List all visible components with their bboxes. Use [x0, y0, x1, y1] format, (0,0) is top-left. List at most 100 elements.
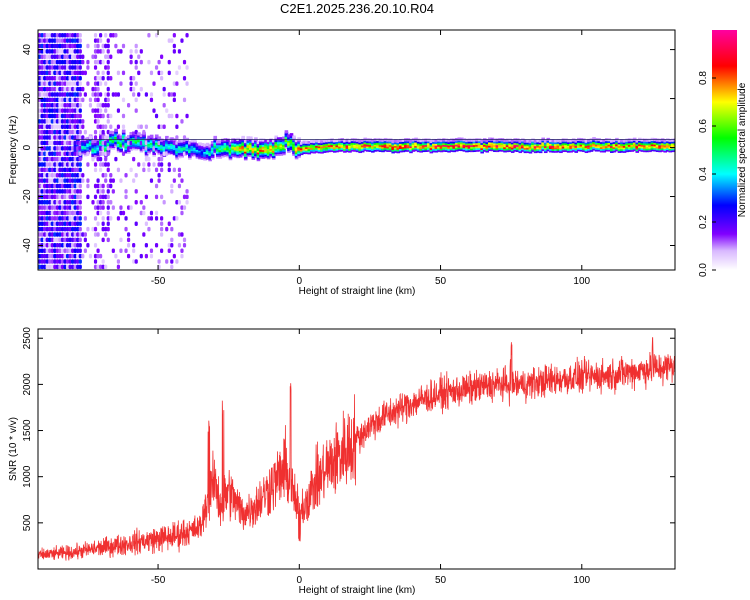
- heatmap-cell: [175, 216, 179, 221]
- heatmap-cell: [58, 135, 62, 140]
- heatmap-cell: [177, 139, 182, 143]
- heatmap-cell: [160, 138, 164, 142]
- heatmap-cell: [50, 32, 54, 38]
- heatmap-cell: [419, 149, 423, 153]
- heatmap-cell: [124, 173, 128, 178]
- heatmap-cell: [116, 135, 121, 140]
- heatmap-cell: [185, 151, 190, 155]
- heatmap-cell: [88, 148, 93, 152]
- heatmap-cell: [48, 86, 52, 92]
- heatmap-cell: [157, 136, 162, 140]
- heatmap-cell: [648, 145, 652, 149]
- heatmap-cell: [510, 139, 515, 143]
- heatmap-cell: [114, 128, 118, 132]
- heatmap-cell: [528, 150, 533, 154]
- heatmap-cell: [65, 86, 70, 92]
- heatmap-cell: [63, 162, 67, 167]
- heatmap-cell: [121, 151, 126, 156]
- heatmap-cell: [38, 253, 42, 259]
- colorbar-tick-label: 0.4: [698, 167, 709, 181]
- heatmap-cell: [208, 151, 212, 155]
- heatmap-cell: [48, 65, 52, 70]
- heatmap-cell: [167, 146, 172, 150]
- heatmap-cell: [210, 146, 215, 150]
- heatmap-cell: [231, 143, 235, 147]
- heatmap-cell: [134, 140, 139, 144]
- heatmap-cell: [119, 138, 123, 143]
- heatmap-cell: [40, 210, 44, 216]
- heatmap-cell: [129, 145, 134, 149]
- heatmap-cell: [45, 113, 49, 119]
- heatmap-cell: [299, 151, 304, 156]
- heatmap-cell: [635, 144, 640, 148]
- heatmap-cell: [99, 253, 103, 259]
- heatmap-cell: [543, 144, 548, 148]
- heatmap-cell: [60, 129, 65, 135]
- heatmap-cell: [399, 140, 403, 144]
- heatmap-cell: [200, 142, 205, 147]
- heatmap-cell: [55, 113, 59, 119]
- heatmap-cell: [99, 205, 103, 210]
- heatmap-cell: [48, 210, 52, 216]
- heatmap-cell: [599, 142, 604, 146]
- heatmap-cell: [589, 148, 594, 152]
- heatmap-cell: [371, 139, 375, 143]
- heatmap-cell: [513, 141, 518, 145]
- heatmap-cell: [231, 152, 235, 156]
- heatmap-cell: [147, 162, 151, 167]
- heatmap-cell: [43, 140, 47, 146]
- heatmap-cell: [63, 205, 67, 210]
- heatmap-cell: [63, 248, 67, 253]
- heatmap-cell: [205, 144, 210, 148]
- heatmap-cell: [256, 151, 261, 155]
- heatmap-cell: [228, 145, 233, 149]
- heatmap-cell: [43, 232, 47, 237]
- heatmap-cell: [88, 253, 93, 259]
- heatmap-cell: [175, 153, 179, 157]
- heatmap-cell: [175, 156, 179, 161]
- heatmap-cell: [147, 139, 151, 143]
- heatmap-cell: [556, 142, 561, 146]
- heatmap-cell: [383, 148, 388, 152]
- heatmap-cell: [498, 141, 502, 145]
- heatmap-cell: [510, 144, 515, 148]
- heatmap-cell: [282, 150, 286, 154]
- heatmap-cell: [671, 148, 675, 153]
- heatmap-cell: [40, 205, 44, 210]
- heatmap-y-tick-label: 0: [22, 144, 33, 150]
- heatmap-cell: [149, 141, 154, 145]
- heatmap-cell: [99, 92, 103, 97]
- heatmap-cell: [106, 167, 110, 173]
- heatmap-cell: [564, 148, 568, 153]
- heatmap-cell: [360, 138, 365, 143]
- heatmap-cell: [447, 142, 451, 146]
- heatmap-cell: [55, 221, 59, 227]
- heatmap-cell: [500, 148, 505, 152]
- heatmap-cell: [109, 130, 113, 134]
- heatmap-cell: [147, 140, 151, 145]
- heatmap-cell: [107, 270, 110, 275]
- heatmap-cell: [116, 138, 121, 143]
- heatmap-cell: [65, 221, 70, 227]
- heatmap-cell: [111, 134, 116, 138]
- heatmap-cell: [289, 139, 294, 144]
- heatmap-cell: [43, 59, 47, 65]
- heatmap-cell: [414, 144, 418, 148]
- heatmap-cell: [531, 141, 535, 146]
- heatmap-cell: [411, 148, 416, 152]
- heatmap-cell: [627, 145, 632, 149]
- heatmap-cell: [149, 248, 154, 253]
- heatmap-cell: [76, 49, 80, 54]
- heatmap-cell: [50, 194, 54, 200]
- heatmap-cell: [101, 259, 105, 264]
- heatmap-cell: [625, 142, 629, 146]
- heatmap-cell: [142, 210, 146, 216]
- heatmap-cell: [106, 38, 110, 43]
- heatmap-cell: [627, 148, 632, 152]
- heatmap-cell: [276, 152, 281, 156]
- heatmap-cell: [60, 264, 65, 270]
- heatmap-cell: [81, 119, 85, 124]
- heatmap-cell: [45, 97, 49, 103]
- heatmap-cell: [99, 59, 103, 65]
- heatmap-cell: [81, 146, 85, 150]
